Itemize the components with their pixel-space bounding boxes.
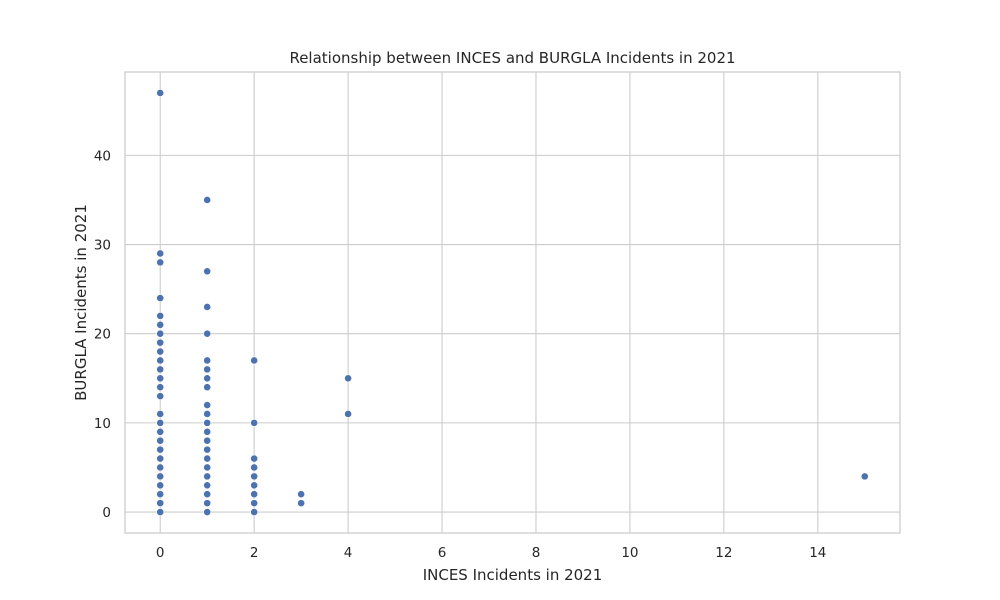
- data-point: [203, 196, 212, 204]
- data-point: [156, 347, 165, 356]
- data-point: [297, 499, 306, 508]
- x-tick-label: 0: [156, 545, 165, 561]
- data-point: [156, 392, 165, 401]
- data-point: [156, 249, 165, 258]
- data-point: [203, 383, 212, 392]
- grid-layer: [125, 72, 900, 533]
- x-tick-labels: 0 2 4 6 8 10 12 14: [156, 545, 826, 561]
- data-point: [156, 499, 165, 508]
- data-point: [250, 356, 259, 365]
- data-point: [250, 499, 259, 508]
- x-tick-label: 8: [532, 545, 541, 561]
- data-point: [156, 445, 165, 454]
- data-point: [203, 356, 212, 365]
- data-point: [156, 89, 165, 97]
- plot-area: [125, 72, 900, 533]
- data-point: [156, 383, 165, 392]
- data-point: [156, 427, 165, 436]
- data-point: [250, 418, 259, 427]
- x-tick-label: 6: [438, 545, 447, 561]
- x-tick-label: 4: [344, 545, 353, 561]
- data-point: [156, 508, 165, 516]
- x-tick-label: 10: [621, 545, 638, 561]
- data-point: [156, 410, 165, 418]
- y-tick-label: 20: [94, 327, 111, 343]
- data-point: [203, 490, 212, 499]
- data-point: [250, 463, 259, 472]
- data-point: [250, 454, 259, 463]
- data-point: [156, 472, 165, 481]
- data-point: [344, 374, 353, 383]
- data-point: [156, 418, 165, 427]
- data-point: [203, 374, 212, 383]
- data-point: [250, 490, 259, 499]
- data-point: [156, 481, 165, 490]
- points-layer: [156, 89, 869, 516]
- data-point: [203, 410, 212, 418]
- data-point: [156, 294, 165, 302]
- y-tick-label: 10: [94, 416, 111, 432]
- plot-border: [124, 71, 901, 534]
- data-point: [860, 472, 869, 481]
- data-point: [203, 303, 212, 311]
- data-point: [297, 490, 306, 499]
- data-point: [203, 401, 212, 409]
- data-point: [156, 365, 165, 374]
- x-tick-label: 2: [250, 545, 259, 561]
- data-point: [156, 311, 165, 320]
- data-point: [156, 320, 165, 329]
- y-axis-title: BURGLA Incidents in 2021: [72, 204, 90, 401]
- data-point: [203, 454, 212, 463]
- x-tick-label: 12: [715, 545, 732, 561]
- data-point: [203, 481, 212, 490]
- y-tick-label: 0: [102, 505, 111, 521]
- y-tick-label: 40: [94, 148, 111, 164]
- data-point: [203, 445, 212, 454]
- data-point: [250, 472, 259, 481]
- data-point: [250, 481, 259, 490]
- chart-title: Relationship between INCES and BURGLA In…: [289, 49, 735, 67]
- data-point: [344, 410, 353, 418]
- data-point: [203, 463, 212, 472]
- data-point: [203, 365, 212, 374]
- data-point: [156, 338, 165, 347]
- data-point: [156, 436, 165, 445]
- data-point: [250, 508, 259, 516]
- data-point: [203, 499, 212, 508]
- data-point: [156, 356, 165, 365]
- data-point: [203, 436, 212, 445]
- data-point: [156, 490, 165, 499]
- x-tick-label: 14: [809, 545, 826, 561]
- data-point: [203, 329, 212, 338]
- y-tick-labels: 0 10 20 30 40: [94, 148, 111, 521]
- data-point: [156, 463, 165, 472]
- data-point: [203, 267, 212, 276]
- data-point: [156, 329, 165, 338]
- data-point: [203, 508, 212, 516]
- data-point: [203, 472, 212, 481]
- data-point: [203, 418, 212, 427]
- plot-frame: [124, 71, 901, 534]
- data-point: [203, 427, 212, 436]
- y-tick-label: 30: [94, 238, 111, 254]
- data-point: [156, 258, 165, 267]
- x-axis-title: INCES Incidents in 2021: [423, 566, 603, 584]
- data-point: [156, 374, 165, 383]
- data-point: [156, 454, 165, 463]
